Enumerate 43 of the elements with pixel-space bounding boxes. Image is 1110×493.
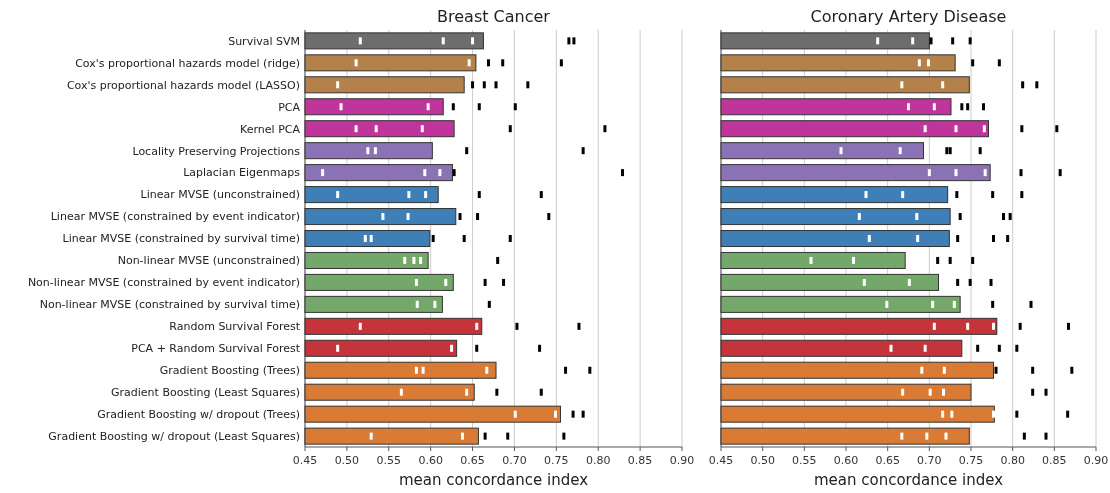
x-tick-label: 0.45	[292, 454, 318, 467]
x-tick-label: 0.65	[460, 454, 485, 467]
x-tick-label: 0.90	[1083, 454, 1109, 467]
x-tick-label: 0.50	[750, 454, 775, 467]
y-tick-label: Random Survival Forest	[169, 320, 301, 334]
x-tick-label: 0.70	[502, 454, 527, 467]
x-tick-label: 0.65	[875, 454, 900, 467]
y-tick-label: Linear MVSE (unconstrained)	[140, 188, 300, 202]
x-axis-title: mean concordance index	[813, 471, 1004, 489]
y-tick-label: Non-linear MVSE (constrained by survival time)	[39, 298, 300, 312]
y-tick-label: Gradient Boosting w/ dropout (Least Squares)	[48, 429, 300, 443]
x-tick-label: 0.60	[418, 454, 443, 467]
y-tick-label: Gradient Boosting w/ dropout (Trees)	[97, 408, 300, 422]
y-tick-label: Gradient Boosting (Least Squares)	[111, 386, 300, 400]
x-tick-label: 0.85	[1042, 454, 1067, 467]
y-tick-label: Linear MVSE (constrained by survival time)	[62, 232, 300, 246]
x-tick-label: 0.50	[334, 454, 360, 467]
y-tick-label: Linear MVSE (constrained by event indicator)	[50, 210, 300, 224]
x-tick-label: 0.80	[1000, 454, 1025, 467]
y-tick-label: Survival SVM	[228, 34, 300, 48]
chart-title: Breast Cancer	[437, 7, 551, 26]
x-tick-label: 0.75	[958, 454, 984, 467]
y-tick-label: Laplacian Eigenmaps	[183, 166, 301, 180]
x-tick-label: 0.45	[708, 454, 734, 467]
x-axis-title: mean concordance index	[398, 471, 589, 489]
y-tick-label: Cox's proportional hazards model (LASSO)	[66, 78, 300, 92]
y-tick-label: PCA	[278, 100, 301, 114]
y-tick-label: Kernel PCA	[240, 122, 301, 136]
x-tick-label: 0.85	[627, 454, 653, 467]
y-tick-label: Non-linear MVSE (constrained by event indicator)	[27, 276, 300, 290]
x-tick-label: 0.60	[833, 454, 859, 467]
x-tick-label: 0.90	[669, 454, 695, 467]
x-tick-label: 0.80	[585, 454, 611, 467]
x-tick-label: 0.70	[917, 454, 942, 467]
x-tick-label: 0.55	[376, 454, 402, 467]
x-tick-label: 0.75	[544, 454, 569, 467]
y-tick-label: Non-linear MVSE (unconstrained)	[117, 254, 300, 268]
y-tick-label: Gradient Boosting (Trees)	[159, 364, 300, 378]
x-tick-label: 0.55	[792, 454, 817, 467]
y-tick-label: Locality Preserving Projections	[132, 144, 301, 158]
y-tick-label: Cox's proportional hazards model (ridge)	[75, 56, 300, 70]
y-tick-label: PCA + Random Survival Forest	[131, 342, 301, 356]
chart-title: Coronary Artery Disease	[810, 7, 1007, 26]
